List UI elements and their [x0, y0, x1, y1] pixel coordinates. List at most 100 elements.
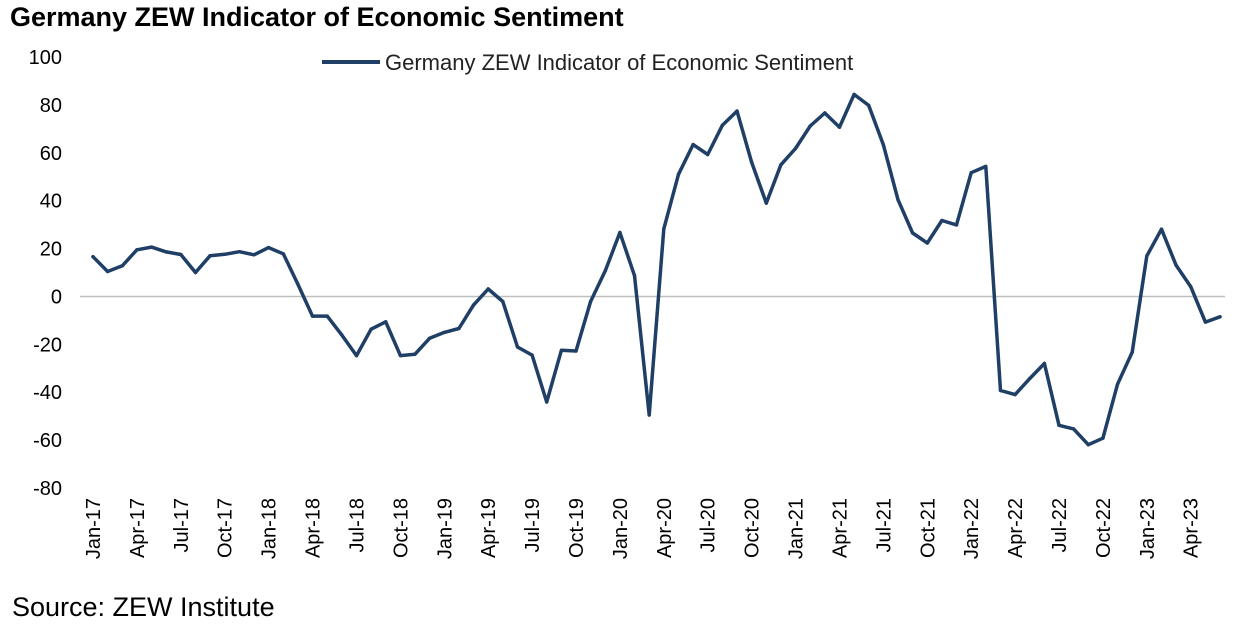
y-tick-label: -60: [33, 430, 62, 452]
data-point: [208, 254, 212, 258]
data-point: [867, 103, 871, 108]
x-tick-label: Jan-19: [434, 498, 456, 559]
data-point: [384, 320, 388, 324]
x-tick-label: Jul-19: [522, 498, 544, 552]
data-point: [1042, 361, 1047, 366]
data-point: [1203, 320, 1208, 324]
data-point: [105, 269, 110, 274]
y-tick-label: 0: [51, 286, 62, 308]
y-tick-label: -80: [33, 478, 62, 500]
x-tick-label: Jan-18: [259, 498, 281, 559]
data-point: [164, 250, 168, 254]
x-tick-label: Oct-22: [1093, 498, 1115, 558]
data-point: [237, 250, 242, 254]
data-point: [266, 245, 271, 250]
data-point: [1101, 436, 1105, 440]
data-point: [1145, 254, 1149, 258]
x-tick-label: Apr-18: [303, 498, 325, 558]
data-point: [1057, 423, 1061, 427]
x-tick-label: Apr-22: [1005, 498, 1027, 558]
data-point: [193, 270, 198, 275]
data-point: [120, 264, 125, 268]
y-tick-label: 20: [40, 239, 62, 261]
data-point: [91, 255, 95, 259]
line-chart: 100 80 60 40 20 0 -20 -40 -60 -80 Germany ZEW Ind…: [29, 47, 1225, 559]
data-point: [764, 201, 768, 205]
data-point: [910, 231, 915, 235]
x-tick-label: Jan-23: [1137, 498, 1159, 559]
x-tick-label: Jan-20: [610, 498, 632, 559]
data-point: [588, 299, 593, 304]
data-point: [340, 333, 344, 337]
legend-label: Germany ZEW Indicator of Economic Sentim…: [385, 50, 853, 75]
x-tick-label: Oct-18: [390, 498, 412, 558]
x-axis-tick-labels: Jan-17 Apr-17 Jul-17 Oct-17 Jan-18 Apr-18 Jul-…: [83, 498, 1203, 559]
data-point: [793, 146, 798, 151]
data-point: [603, 269, 607, 273]
y-tick-label: -40: [33, 382, 62, 404]
data-point: [676, 172, 681, 176]
x-tick-label: Jul-20: [698, 498, 720, 552]
data-point: [632, 273, 637, 278]
x-tick-label: Apr-20: [654, 498, 676, 558]
data-point: [135, 248, 139, 252]
x-tick-label: Jul-18: [347, 498, 369, 552]
data-point: [1159, 227, 1164, 231]
data-point: [486, 287, 490, 291]
data-point: [1028, 376, 1032, 381]
data-point: [808, 124, 812, 128]
data-point: [940, 218, 944, 223]
source-note: Source: ZEW Institute: [12, 592, 275, 622]
data-point: [223, 252, 227, 256]
data-point: [954, 223, 959, 227]
x-tick-label: Oct-17: [215, 498, 237, 558]
data-point: [325, 314, 329, 318]
data-point: [1115, 382, 1120, 386]
data-point: [413, 352, 417, 356]
data-point: [779, 163, 783, 167]
chart-title: Germany ZEW Indicator of Economic Sentim…: [10, 2, 624, 32]
data-point: [720, 123, 725, 127]
series-line-zew-sentiment: [91, 92, 1222, 447]
y-tick-label: -20: [33, 334, 62, 356]
x-tick-label: Oct-20: [742, 498, 764, 558]
data-points: [91, 92, 1222, 447]
y-tick-label: 80: [40, 95, 62, 117]
y-tick-label: 60: [40, 143, 62, 165]
x-tick-label: Jul-17: [171, 498, 193, 552]
data-point: [691, 142, 695, 147]
x-tick-label: Apr-23: [1181, 498, 1203, 558]
data-point: [559, 348, 564, 352]
data-point: [442, 330, 446, 335]
x-tick-label: Jul-22: [1049, 498, 1071, 552]
data-point: [1174, 263, 1178, 267]
data-point: [837, 125, 842, 129]
x-tick-label: Oct-21: [917, 498, 939, 558]
data-point: [1013, 392, 1017, 397]
x-tick-label: Apr-21: [830, 498, 852, 558]
data-point: [984, 164, 988, 169]
legend: Germany ZEW Indicator of Economic Sentim…: [322, 50, 853, 75]
x-tick-label: Jan-22: [961, 498, 983, 559]
y-tick-label: 40: [40, 191, 62, 213]
data-point: [398, 353, 403, 358]
data-point: [427, 336, 432, 340]
data-point: [1218, 315, 1222, 319]
data-point: [149, 245, 154, 249]
data-point: [354, 353, 359, 358]
y-tick-label: 100: [29, 47, 62, 69]
data-point: [706, 152, 710, 157]
x-tick-label: Jul-21: [873, 498, 895, 552]
data-point: [457, 326, 461, 331]
data-point: [1086, 443, 1091, 447]
data-point: [296, 282, 300, 286]
x-tick-label: Oct-19: [566, 498, 588, 558]
data-point: [735, 109, 739, 113]
data-point: [662, 227, 666, 231]
data-point: [310, 314, 315, 318]
data-point: [1071, 427, 1076, 431]
x-tick-label: Apr-19: [478, 498, 500, 558]
data-point: [471, 303, 476, 307]
data-point: [618, 230, 622, 235]
data-point: [1189, 284, 1193, 289]
